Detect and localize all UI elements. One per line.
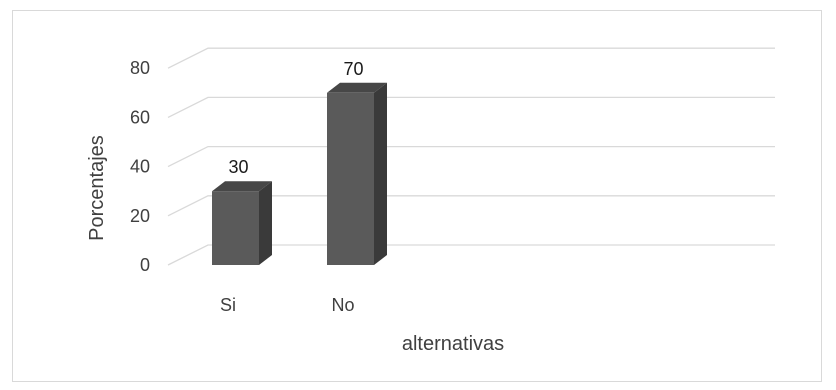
gridline [167,96,775,118]
x-tick-label: Si [220,295,236,315]
bar-si [212,181,272,265]
y-tick-label: 40 [130,157,150,177]
data-labels: 30 70 [228,59,363,177]
bar-top [327,82,387,93]
bar-front [327,92,374,265]
x-tick-label: No [331,295,354,315]
bar-side [374,82,387,265]
y-axis-title: Porcentajes [86,135,108,241]
y-axis-ticks: 0 20 40 60 80 [130,58,150,275]
gridline [167,195,775,217]
gridline [167,145,775,168]
bar-front [212,191,259,265]
bars [212,82,387,265]
y-tick-label: 0 [140,255,150,275]
bar-side [259,181,272,265]
data-label: 70 [343,59,363,79]
y-tick-label: 80 [130,58,150,78]
gridline [167,47,775,69]
bar-top [212,181,272,192]
gridlines [167,47,775,266]
bar-no [327,82,387,265]
x-axis-title: alternativas [402,333,504,355]
y-tick-label: 20 [130,206,150,226]
data-label: 30 [228,157,248,177]
gridline [167,244,775,266]
y-tick-label: 60 [130,107,150,127]
x-axis-ticks: Si No [220,295,355,315]
